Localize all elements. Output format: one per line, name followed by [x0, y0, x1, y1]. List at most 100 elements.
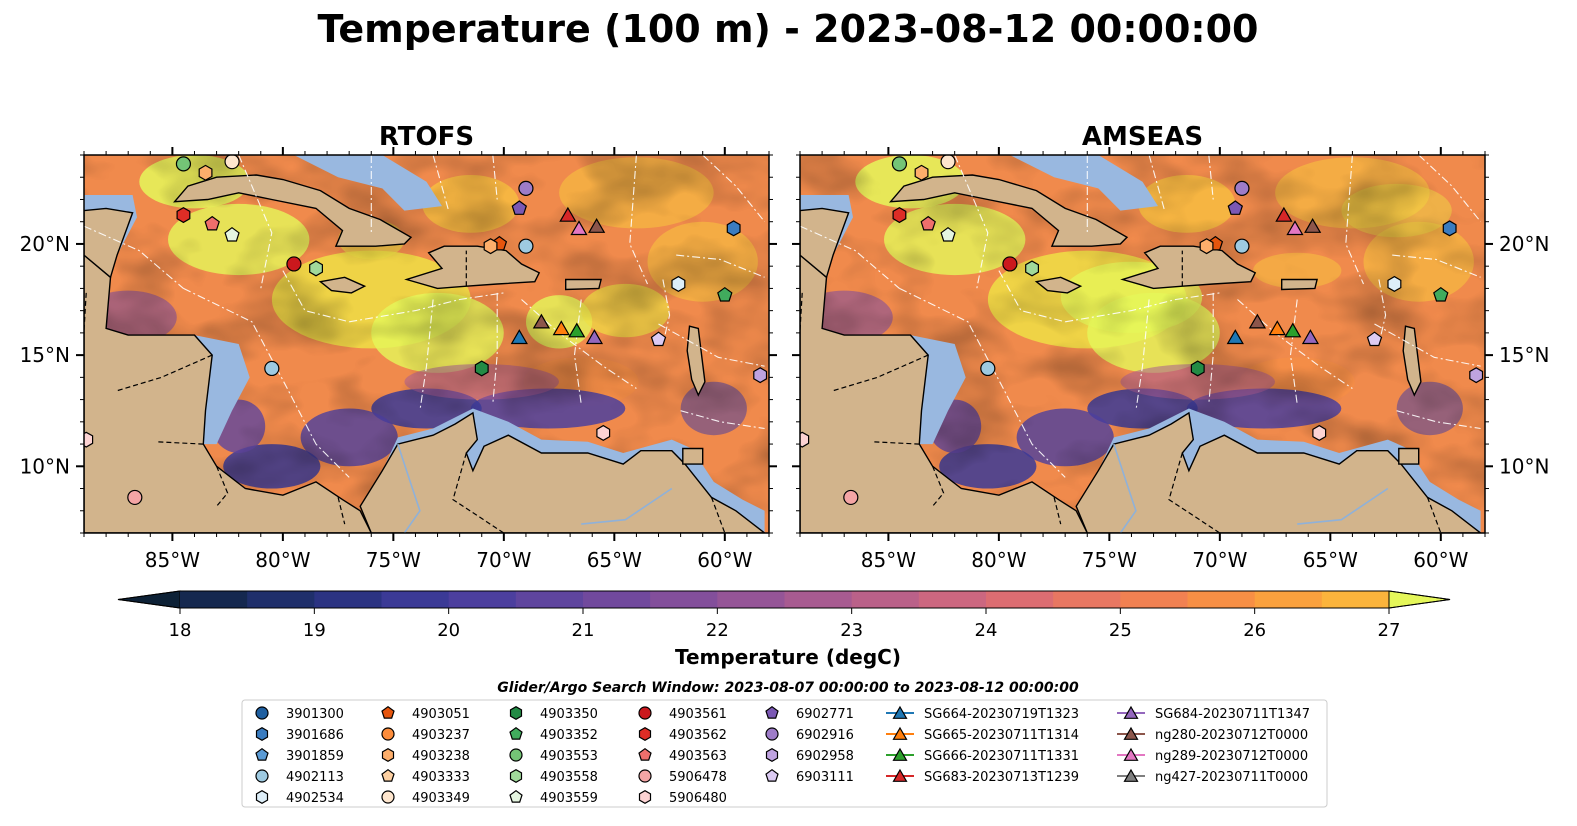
legend-item: ng289-20230712T0000 [1117, 747, 1308, 764]
land-yucatan [800, 207, 850, 279]
colorbar-tick-label: 23 [840, 620, 863, 641]
land-trinidad [682, 447, 704, 465]
legend-item: 5906480 [638, 790, 727, 806]
colorbar-swatch [717, 591, 786, 608]
country-border [337, 497, 346, 525]
eez-boundary [629, 155, 649, 285]
observation-marker [224, 226, 240, 242]
land-cuba [888, 174, 1129, 247]
legend-label: 5906478 [669, 770, 727, 785]
legend-item: 6902916 [765, 727, 854, 743]
colorbar-swatch [918, 591, 987, 608]
legend-item: 3901859 [255, 747, 344, 764]
legend-marker [509, 706, 523, 720]
colorbar-tick-label: 25 [1109, 620, 1132, 641]
legend-label: 6902916 [796, 728, 854, 743]
legend-label: 6903111 [796, 770, 854, 785]
observation-marker [753, 367, 768, 384]
colorbar-swatch [1053, 591, 1121, 608]
observation-marker [1025, 260, 1040, 277]
legend-label: 4902113 [286, 770, 344, 785]
country-border [1168, 452, 1221, 533]
eez-boundary [676, 254, 765, 278]
observation-marker [511, 200, 528, 215]
observation-marker [175, 156, 192, 172]
observation-marker [940, 155, 956, 170]
legend-label: 4902534 [286, 791, 344, 806]
eez-boundary [183, 287, 350, 478]
legend-marker [255, 747, 269, 761]
shelf-nicaragua-shelf [194, 335, 250, 445]
legend-marker [255, 706, 269, 720]
legend-label: 3901859 [286, 749, 344, 764]
colorbar-swatch [247, 591, 315, 608]
legend-label: ng289-20230712T0000 [1155, 749, 1308, 764]
eez-boundary [702, 155, 766, 223]
observation-marker [198, 164, 213, 181]
lon-tick-label: 75°W [1082, 548, 1137, 572]
observation-marker [176, 207, 191, 224]
legend-marker [509, 748, 523, 762]
legend-marker [765, 748, 779, 762]
figure-title: Temperature (100 m) - 2023-08-12 00:00:0… [317, 7, 1258, 51]
land-jamaica [318, 276, 367, 294]
legend-label: 4903563 [669, 749, 727, 764]
legend-item: 4903051 [381, 705, 470, 722]
colorbar-extend-low [117, 590, 181, 609]
land-yucatan [84, 207, 134, 279]
lat-tick-label: 10°N [1499, 454, 1549, 478]
map-area [84, 155, 769, 533]
eez-boundary [432, 155, 450, 211]
country-border [84, 292, 87, 331]
lon-tick-label: 70°W [476, 548, 531, 572]
legend-marker [1123, 705, 1139, 719]
legend-marker [509, 789, 523, 803]
legend-marker [1123, 747, 1139, 761]
colorbar-swatch [1254, 591, 1323, 608]
legend-item: ng280-20230712T0000 [1117, 726, 1308, 743]
lat-tick-label: 20°N [20, 232, 70, 256]
colorbar-swatch [180, 591, 248, 608]
country-border [710, 497, 726, 533]
observation-marker [1304, 217, 1322, 233]
land-trinidad [1398, 447, 1420, 465]
land-jamaica [1034, 276, 1083, 294]
observation-marker [717, 286, 733, 302]
observation-marker [980, 360, 996, 377]
legend-label: 6902958 [796, 749, 854, 764]
country-border [800, 292, 803, 331]
land-puerto-rico [1280, 278, 1318, 291]
legend-marker [381, 790, 395, 804]
legend-label: 4903562 [669, 728, 727, 743]
lon-tick-label: 85°W [861, 548, 916, 572]
observation-marker [1226, 329, 1244, 345]
observation-marker [84, 431, 94, 448]
legend-item: 4903561 [638, 706, 727, 722]
legend-item: 4903349 [381, 790, 470, 806]
legend-label: ng427-20230711T0000 [1155, 770, 1308, 785]
observation-marker [585, 329, 604, 345]
eez-boundary [899, 287, 1066, 478]
country-border [452, 452, 505, 533]
eez-boundary [1135, 299, 1150, 411]
land-lesser-antilles [686, 325, 706, 397]
observation-marker [1301, 329, 1320, 345]
legend-label: SG666-20230711T1331 [924, 749, 1079, 764]
eez-boundary [954, 155, 989, 289]
eez-boundary [680, 410, 765, 430]
legend-label: 4903559 [540, 791, 598, 806]
search-window-label: Glider/Argo Search Window: 2023-08-07 00… [497, 680, 1079, 696]
observation-marker [264, 360, 280, 377]
lon-tick-label: 60°W [697, 548, 752, 572]
eez-boundary [658, 323, 765, 367]
eez-boundary [1289, 299, 1298, 405]
legend-marker [892, 726, 908, 740]
legend-label: 4903553 [540, 749, 598, 764]
observation-marker [483, 238, 498, 255]
legend-item: 4902113 [255, 769, 344, 785]
map-frame [83, 154, 770, 534]
land-cuba [172, 174, 413, 247]
eez-boundary [492, 155, 498, 200]
observation-marker [1199, 238, 1214, 255]
shelf-nicaragua-shelf [910, 335, 966, 445]
